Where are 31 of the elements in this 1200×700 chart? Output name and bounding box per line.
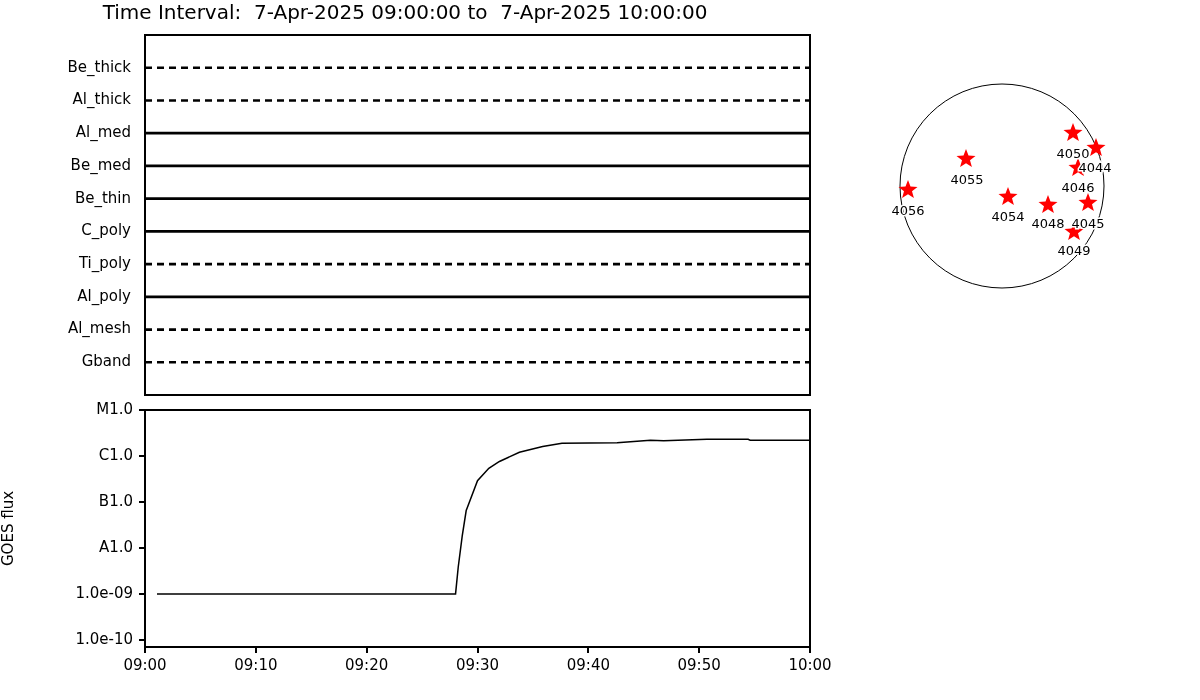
y-tick-label: C1.0	[98, 445, 133, 464]
y-tick-label: Al_poly	[77, 286, 132, 306]
y-tick-label: A1.0	[98, 537, 133, 556]
y-tick-label: C_poly	[81, 221, 132, 241]
y-axis-title: GOES flux	[0, 490, 17, 567]
chart-title: Time Interval: 7-Apr-2025 09:00:00 to 7-Apr-2025 10:00:00	[101, 0, 708, 25]
y-tick-label: 1.0e-10	[75, 629, 133, 648]
y-tick-label: Al_med	[75, 123, 131, 143]
x-tick-label: 09:10	[234, 655, 278, 674]
y-tick-label: 1.0e-09	[75, 583, 133, 602]
y-tick-label: Gband	[81, 352, 131, 371]
y-tick-label: Be_thick	[67, 57, 132, 77]
x-tick-label: 09:20	[345, 655, 389, 674]
y-tick-label: Al_thick	[72, 90, 132, 110]
text: 4049	[1057, 243, 1091, 258]
y-tick-label: Ti_poly	[77, 253, 132, 273]
x-tick-label: 09:30	[455, 655, 500, 674]
y-tick-label: Al_mesh	[67, 319, 131, 339]
x-tick-label: 10:00	[788, 655, 832, 674]
y-tick-label: Be_thin	[74, 188, 131, 208]
text: 4046	[1061, 180, 1095, 195]
x-tick-label: 09:40	[566, 655, 610, 674]
y-tick-label: Be_med	[70, 155, 131, 175]
x-tick-label: 09:50	[677, 655, 721, 674]
text: 4048	[1031, 216, 1065, 231]
x-tick-label: 09:00	[123, 655, 167, 674]
text: 4054	[991, 209, 1025, 224]
text: 4050	[1056, 146, 1090, 161]
text: 4055	[950, 172, 984, 187]
y-tick-label: B1.0	[98, 491, 133, 510]
y-tick-label: M1.0	[96, 399, 133, 418]
